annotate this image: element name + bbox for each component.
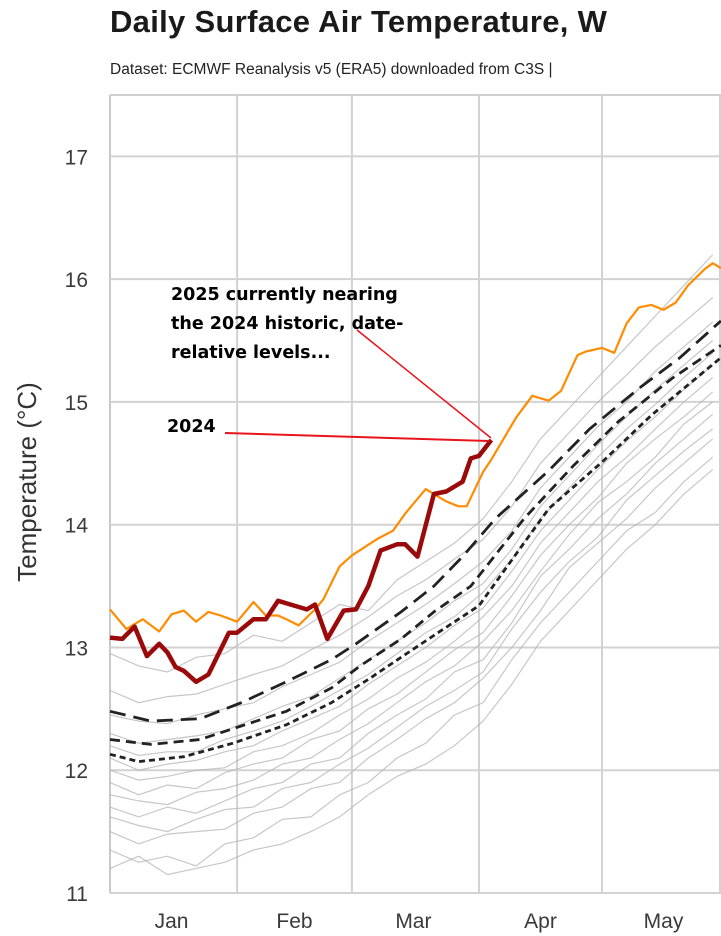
- other-years-lines: [109, 254, 714, 876]
- mean-lines: [109, 319, 721, 764]
- y-tick-label: 17: [65, 146, 88, 169]
- annotation-2024-label: 2024: [167, 417, 216, 437]
- x-tick-label: Mar: [395, 910, 431, 933]
- other-year-line: [109, 468, 714, 876]
- other-year-line: [109, 401, 714, 806]
- y-axis-label: Temperature (°C): [12, 382, 42, 582]
- annotation-2025-line-3: relative levels...: [171, 343, 331, 363]
- other-year-line: [109, 321, 714, 725]
- other-year-line: [109, 438, 714, 845]
- annotation-arrow-2025: [356, 329, 492, 439]
- x-tick-label: Apr: [524, 910, 557, 933]
- other-year-line: [109, 297, 714, 704]
- y-tick-label: 16: [65, 269, 88, 292]
- annotations: 2025 currently nearing the 2024 historic…: [167, 285, 492, 442]
- other-year-line: [109, 376, 714, 781]
- y-tick-label: 14: [65, 515, 89, 538]
- x-tick-labels: Jan Feb Mar Apr May: [155, 910, 684, 933]
- mean-line-short-dash: [109, 356, 721, 764]
- y-tick-labels: 11 12 13 14 15 16 17: [65, 146, 89, 906]
- other-year-line: [109, 254, 714, 673]
- series-line-2025: [109, 438, 494, 685]
- other-year-line: [109, 364, 714, 771]
- gridlines: [109, 94, 721, 894]
- annotation-2025-line-2: the 2024 historic, date-: [171, 314, 403, 334]
- mean-line-medium-dash: [109, 344, 721, 746]
- mean-line-long-dash: [109, 319, 721, 723]
- other-year-line: [109, 428, 714, 833]
- annotation-2025-line-1: 2025 currently nearing: [171, 285, 398, 305]
- other-year-line: [109, 456, 714, 867]
- x-tick-label: Feb: [276, 910, 312, 933]
- highlight-year-lines: [109, 262, 721, 685]
- y-tick-label: 12: [65, 760, 88, 783]
- chart-title: Daily Surface Air Temperature, W: [110, 4, 608, 39]
- annotation-arrow-2024: [224, 432, 490, 442]
- y-tick-label: 11: [66, 883, 88, 906]
- other-year-line: [109, 352, 714, 757]
- y-tick-label: 13: [65, 637, 88, 660]
- x-tick-label: May: [644, 910, 684, 933]
- x-tick-label: Jan: [155, 910, 189, 933]
- y-tick-label: 15: [65, 392, 88, 415]
- other-year-line: [109, 413, 714, 818]
- other-year-line: [109, 391, 714, 796]
- chart-subtitle: Dataset: ECMWF Reanalysis v5 (ERA5) down…: [110, 61, 553, 78]
